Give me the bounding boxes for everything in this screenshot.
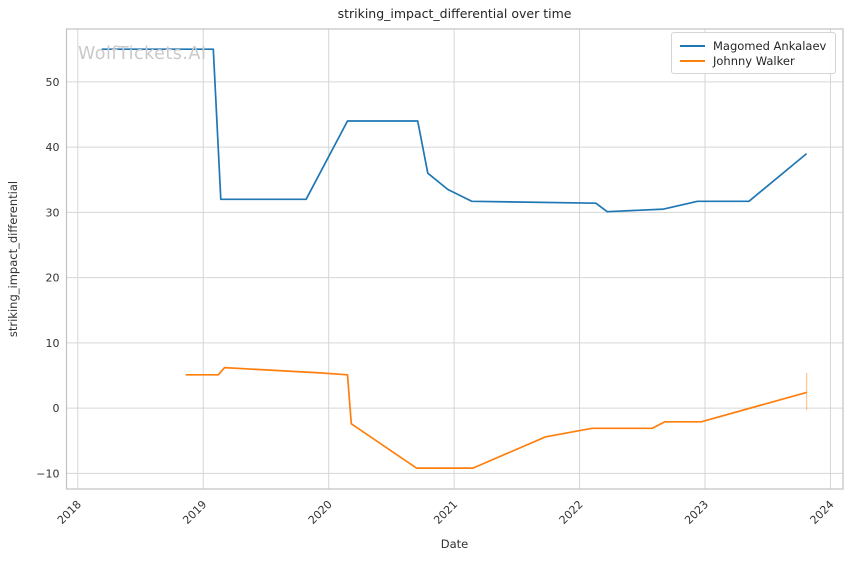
x-tick-label: 2022 <box>557 498 586 527</box>
x-tick-label: 2019 <box>180 498 209 527</box>
line-series-0 <box>101 48 808 213</box>
legend-label: Magomed Ankalaev <box>713 38 827 53</box>
plot-frame <box>65 28 844 490</box>
legend-label: Johnny Walker <box>713 54 795 69</box>
x-tick-label: 2024 <box>808 498 837 527</box>
y-tick-label: 20 <box>46 272 60 285</box>
line-series-1 <box>185 366 807 469</box>
y-tick-label: 0 <box>53 402 60 415</box>
x-tick-label: 2021 <box>431 498 460 527</box>
legend: Magomed Ankalaev Johnny Walker <box>671 32 836 74</box>
legend-item-johnny-walker: Johnny Walker <box>680 54 827 70</box>
x-tick-label: 2018 <box>55 498 84 527</box>
legend-line-swatch-blue <box>680 44 705 47</box>
y-tick-label: −10 <box>36 467 59 480</box>
y-tick-label: 10 <box>46 337 60 350</box>
x-tick-label: 2020 <box>306 498 335 527</box>
watermark: WolfTickets.AI <box>78 44 207 64</box>
x-axis-label: Date <box>440 537 469 551</box>
y-tick-label: 40 <box>46 141 60 154</box>
y-tick-label: 30 <box>46 206 60 219</box>
y-tick-label: 50 <box>46 76 60 89</box>
x-tick-label: 2023 <box>682 498 711 527</box>
legend-line-swatch-orange <box>680 60 705 63</box>
legend-item-magomed-ankalaev: Magomed Ankalaev <box>680 38 827 54</box>
chart-title: striking_impact_differential over time <box>337 6 572 21</box>
y-axis-label: striking_impact_differential <box>6 180 20 338</box>
